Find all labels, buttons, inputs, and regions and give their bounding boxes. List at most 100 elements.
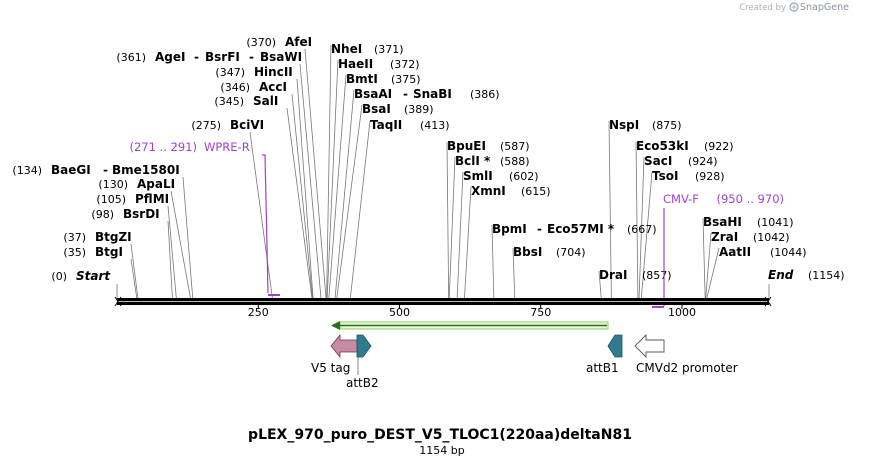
svg-text:(271 .. 291): (271 .. 291): [130, 140, 198, 154]
svg-text:(370): (370): [246, 36, 276, 49]
svg-text:HincII: HincII: [254, 65, 293, 79]
svg-text:(0): (0): [51, 270, 67, 283]
svg-text:BpmI: BpmI: [492, 222, 527, 236]
svg-text:(1154): (1154): [808, 269, 845, 282]
svg-text:(35): (35): [63, 246, 86, 259]
svg-text:(389): (389): [404, 103, 434, 116]
leader-bsrdi: [167, 220, 173, 299]
svg-text:(875): (875): [652, 119, 682, 132]
site-label-end: End (1154): [768, 268, 845, 282]
primer-cmv-f[interactable]: CMV-F (950 .. 970): [652, 192, 784, 308]
site-label-bpmi-eco57mi[interactable]: BpmI - Eco57MI * (667): [492, 222, 657, 236]
svg-text:(950 .. 970): (950 .. 970): [717, 192, 785, 206]
svg-text:attB2: attB2: [346, 376, 379, 390]
svg-text:(346): (346): [220, 81, 250, 94]
site-label-bsaai-snabi[interactable]: BsaAI - SnaBI (386): [354, 87, 500, 101]
credit-brand: SnapGene: [800, 2, 849, 13]
svg-text:XmnI: XmnI: [471, 184, 506, 198]
svg-text:TaqII: TaqII: [370, 118, 402, 132]
svg-text:Eco57MI *: Eco57MI *: [547, 222, 615, 236]
svg-text:(928): (928): [695, 170, 725, 183]
site-label-agei-bsrfi-bsawi[interactable]: (361) AgeI - BsrFI - BsaWI: [116, 50, 302, 64]
leader-nhei: [326, 44, 332, 299]
site-label-drai[interactable]: DraI (857): [599, 268, 672, 282]
svg-text:CMVd2 promoter: CMVd2 promoter: [636, 361, 738, 375]
site-label-start: (0) Start: [51, 269, 111, 283]
leader-pflmi: [167, 205, 177, 299]
svg-text:(667): (667): [627, 223, 657, 236]
site-label-pflmi[interactable]: (105) PflMI: [96, 192, 169, 206]
svg-text:BsrDI: BsrDI: [123, 207, 160, 221]
site-label-acci[interactable]: (346) AccI: [220, 80, 287, 94]
leader-zrai: [705, 232, 712, 299]
svg-text:(413): (413): [420, 119, 450, 132]
site-label-bmti[interactable]: BmtI (375): [346, 72, 421, 86]
svg-text:BmtI: BmtI: [346, 72, 378, 86]
svg-text:-: -: [403, 87, 408, 101]
svg-text:(588): (588): [500, 155, 530, 168]
site-label-nhei[interactable]: NheI (371): [331, 42, 404, 56]
site-label-tsoi[interactable]: TsoI (928): [652, 169, 725, 183]
site-label-bcli[interactable]: BclI * (588): [455, 154, 530, 168]
leader-bsahi: [702, 217, 706, 299]
site-label-btgi[interactable]: (35) BtgI: [63, 245, 123, 259]
feature-attb1[interactable]: attB1: [586, 334, 623, 375]
svg-text:(922): (922): [704, 140, 734, 153]
svg-text:CMV-F: CMV-F: [663, 192, 699, 206]
site-label-baegi-bme1580i[interactable]: (134) BaeGI - Bme1580I: [12, 163, 179, 177]
site-label-zrai[interactable]: ZraI (1042): [711, 230, 790, 244]
svg-text:(386): (386): [470, 88, 500, 101]
leader-bsai: [336, 104, 363, 299]
site-label-hincii[interactable]: (347) HincII: [215, 65, 292, 79]
svg-text:ZraI: ZraI: [711, 230, 738, 244]
svg-text:SnaBI: SnaBI: [413, 87, 452, 101]
svg-text:AccI: AccI: [259, 80, 287, 94]
svg-text:(375): (375): [391, 73, 421, 86]
site-label-bcivi[interactable]: (275) BciVI: [191, 118, 264, 132]
site-label-nspi[interactable]: NspI (875): [609, 118, 682, 132]
svg-text:(134): (134): [12, 164, 42, 177]
leader-agei: [299, 63, 322, 299]
svg-text:DraI: DraI: [599, 268, 627, 282]
svg-text:WPRE-R: WPRE-R: [204, 140, 250, 154]
site-label-haeii[interactable]: HaeII (372): [338, 57, 420, 71]
leader-haeii: [326, 59, 339, 299]
svg-text:(37): (37): [63, 231, 86, 244]
ruler-label-500: 500: [389, 306, 410, 319]
svg-text:V5 tag: V5 tag: [311, 361, 350, 375]
credit-text: Created by: [739, 3, 786, 13]
svg-text:-: -: [249, 50, 254, 64]
svg-text:Bme1580I: Bme1580I: [112, 163, 180, 177]
svg-text:BclI *: BclI *: [455, 154, 491, 168]
leader-bcli: [448, 156, 456, 299]
site-label-eco53ki[interactable]: Eco53kI (922): [636, 139, 734, 153]
orf-arrow[interactable]: [331, 321, 609, 330]
site-label-aatii[interactable]: AatII (1044): [719, 245, 807, 259]
site-label-btgzi[interactable]: (37) BtgZI: [63, 230, 131, 244]
feature-attb2[interactable]: attB2: [346, 334, 379, 390]
site-label-bbsi[interactable]: BbsI (704): [513, 245, 586, 259]
leader-baegi: [182, 176, 194, 299]
feature-v5-tag[interactable]: V5 tag: [311, 333, 358, 375]
site-label-saci[interactable]: SacI (924): [644, 154, 718, 168]
site-label-bsai[interactable]: BsaI (389): [362, 102, 434, 116]
site-label-apali[interactable]: (130) ApaLI: [98, 177, 175, 191]
ruler-label-750: 750: [530, 306, 551, 319]
site-label-taqii[interactable]: TaqII (413): [370, 118, 450, 132]
site-label-smli[interactable]: SmlI (602): [463, 169, 539, 183]
svg-text:End: End: [768, 268, 794, 282]
leader-bbsi: [512, 247, 516, 299]
site-label-afei[interactable]: (370) AfeI: [246, 35, 312, 49]
svg-text:BtgZI: BtgZI: [95, 230, 132, 244]
site-label-bsrdi[interactable]: (98) BsrDI: [91, 207, 159, 221]
site-label-bsahi[interactable]: BsaHI (1041): [703, 215, 794, 229]
svg-text:BaeGI: BaeGI: [51, 163, 91, 177]
svg-text:ApaLI: ApaLI: [137, 177, 175, 191]
snapgene-logo-icon: [789, 2, 799, 12]
feature-cmvd2-promoter[interactable]: CMVd2 promoter: [634, 333, 738, 375]
site-label-bpuei[interactable]: BpuEI (587): [447, 139, 530, 153]
site-label-xmni[interactable]: XmnI (615): [471, 184, 551, 198]
primer-wpre-r[interactable]: (271 .. 291) WPRE-R: [130, 140, 281, 296]
site-label-sali[interactable]: (345) SalI: [214, 94, 278, 108]
leader-hincii: [296, 78, 314, 299]
